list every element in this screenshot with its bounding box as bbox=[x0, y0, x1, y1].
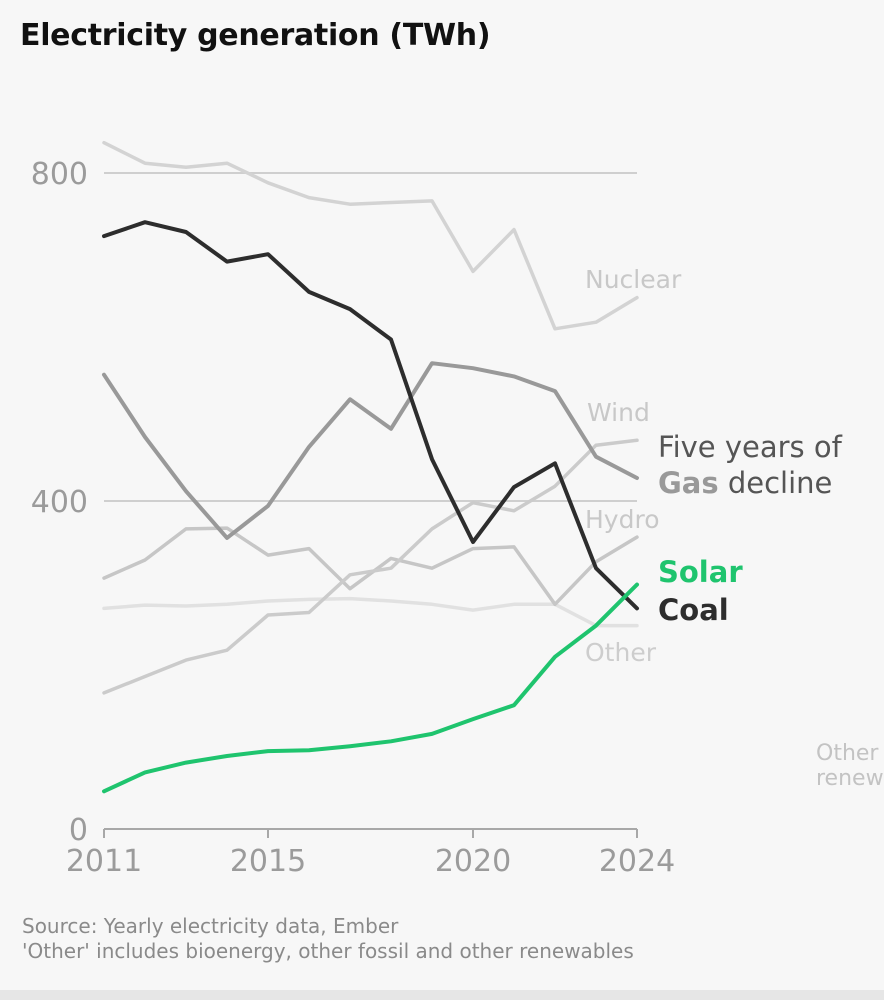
x-tick-label: 2015 bbox=[230, 844, 306, 879]
label-solar: Solar bbox=[658, 555, 743, 589]
series-line-nuclear bbox=[102, 140, 639, 331]
x-tick-label: 2020 bbox=[435, 844, 511, 879]
label-other-renewables-line1: Other bbox=[816, 741, 879, 766]
series-line-solar bbox=[102, 582, 639, 794]
x-tick-label: 2024 bbox=[599, 844, 675, 879]
x-tick-label: 2011 bbox=[66, 844, 142, 879]
label-other-renewables-line2: renew bbox=[816, 766, 884, 791]
y-tick-label: 0 bbox=[69, 813, 88, 848]
label-gas-bold: Gas bbox=[658, 466, 719, 500]
y-axis-ticks: 0 400 800 bbox=[31, 157, 88, 848]
x-axis: 2011 2015 2020 2024 bbox=[66, 828, 675, 879]
series-line-other bbox=[102, 596, 639, 628]
label-gas-line1: Five years of bbox=[658, 430, 843, 464]
series-labels: Nuclear Wind Hydro Other Five years of G… bbox=[585, 265, 884, 791]
other-definition-note: 'Other' includes bioenergy, other fossil… bbox=[22, 939, 634, 963]
y-tick-label: 400 bbox=[31, 485, 88, 520]
y-tick-label: 800 bbox=[31, 157, 88, 192]
label-gas-rest: decline bbox=[719, 466, 833, 500]
gridlines bbox=[104, 172, 637, 502]
series-line-coal bbox=[102, 220, 639, 611]
series-line-hydro bbox=[102, 526, 639, 607]
bottom-edge bbox=[0, 990, 884, 1000]
label-wind: Wind bbox=[587, 398, 650, 427]
label-hydro: Hydro bbox=[585, 505, 660, 534]
series-line-gas bbox=[102, 361, 639, 540]
source-note: Source: Yearly electricity data, Ember bbox=[22, 914, 399, 938]
series-line-wind bbox=[102, 438, 639, 695]
label-other: Other bbox=[585, 638, 657, 667]
label-coal: Coal bbox=[658, 593, 729, 627]
chart-title: Electricity generation (TWh) bbox=[20, 18, 491, 53]
series-lines bbox=[102, 140, 639, 794]
label-gas-line2: Gas decline bbox=[658, 466, 832, 500]
label-nuclear: Nuclear bbox=[585, 265, 682, 294]
